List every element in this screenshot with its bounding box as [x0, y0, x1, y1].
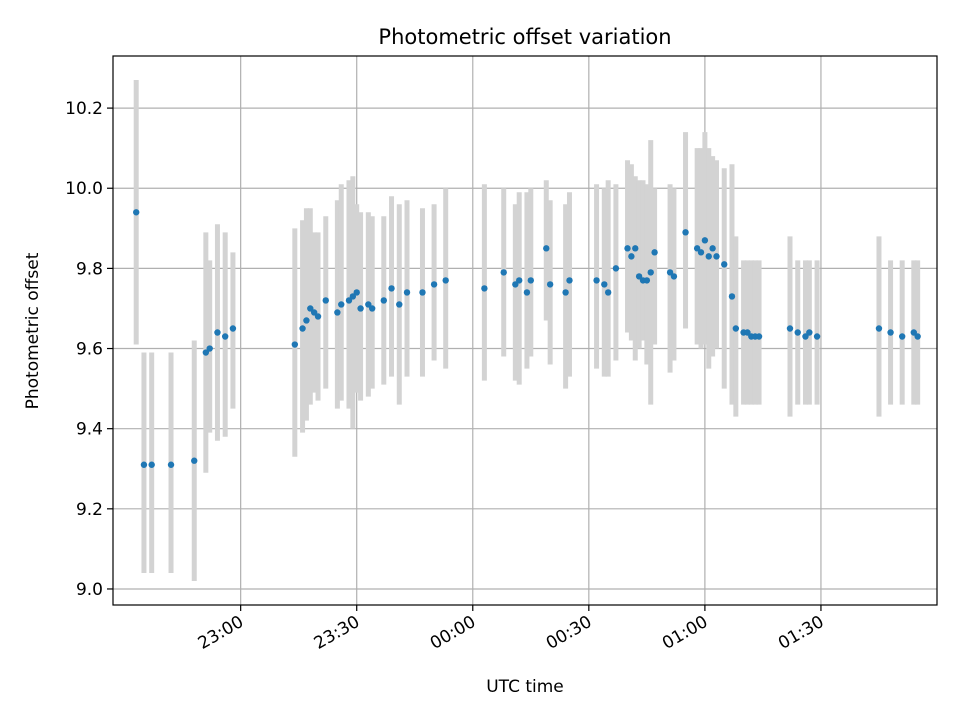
data-point [566, 277, 573, 284]
x-tick-label: 23:30 [311, 612, 363, 654]
error-bars [133, 80, 921, 581]
data-point [345, 297, 353, 304]
data-point [755, 333, 763, 340]
data-point [206, 345, 213, 352]
data-point [910, 329, 917, 336]
data-point [527, 277, 535, 284]
data-point [612, 265, 620, 272]
x-tick-label: 01:00 [659, 612, 711, 654]
data-point [604, 289, 612, 296]
data-point [546, 281, 554, 288]
data-point [140, 461, 148, 468]
data-point [786, 325, 794, 332]
data-point [593, 277, 600, 284]
data-point [794, 329, 801, 336]
data-point [349, 293, 357, 300]
plot-frame [112, 55, 938, 606]
y-axis-ticks: 9.0 9.2 9.4 9.6 9.8 10.0 10.2 [65, 99, 113, 600]
data-point [721, 261, 728, 268]
x-tick-label: 01:30 [775, 612, 827, 654]
data-point [442, 277, 449, 284]
data-point [666, 269, 674, 276]
x-axis-label: UTC time [486, 677, 564, 697]
data-point [334, 309, 341, 316]
data-point [875, 325, 883, 332]
y-axis-label: Photometric offset [23, 252, 43, 409]
data-point [303, 317, 310, 324]
data-point [396, 301, 403, 308]
data-point [628, 253, 635, 260]
data-point [430, 281, 438, 288]
data-point [802, 333, 809, 340]
data-point [643, 277, 651, 284]
data-point [481, 285, 488, 292]
y-tick-label: 9.4 [76, 420, 103, 440]
data-point [697, 249, 705, 256]
data-point [515, 277, 523, 284]
data-point [353, 289, 360, 296]
data-point [133, 209, 140, 216]
x-axis-ticks: 23:00 23:30 00:00 00:30 01:00 01:30 [195, 605, 827, 654]
data-point [167, 461, 175, 468]
data-point [291, 341, 299, 348]
data-point [651, 249, 658, 256]
data-point [713, 253, 720, 260]
data-point [419, 289, 426, 296]
data-points [133, 209, 921, 468]
data-point [887, 329, 894, 336]
data-point [813, 333, 821, 340]
data-point [898, 333, 906, 340]
data-point [307, 305, 314, 312]
data-point [357, 305, 364, 312]
data-point [744, 329, 751, 336]
chart-title: Photometric offset variation [378, 25, 671, 49]
data-point [214, 329, 221, 336]
data-point [500, 269, 507, 276]
y-tick-label: 9.0 [76, 580, 103, 600]
data-point [229, 325, 237, 332]
data-point [365, 301, 372, 308]
y-tick-label: 9.2 [76, 500, 103, 520]
data-point [543, 245, 550, 252]
data-point [403, 289, 411, 296]
data-point [191, 457, 198, 464]
data-point [368, 305, 376, 312]
data-point [806, 329, 813, 336]
data-point [338, 301, 345, 308]
data-point [314, 313, 322, 320]
data-point [701, 237, 709, 244]
data-point [380, 297, 387, 304]
data-point [202, 349, 210, 356]
data-point [299, 325, 306, 332]
y-tick-label: 9.8 [76, 259, 103, 279]
data-point [388, 285, 395, 292]
data-point [635, 273, 643, 280]
data-point [670, 273, 678, 280]
y-tick-label: 10.0 [65, 179, 103, 199]
data-point [647, 269, 654, 276]
data-point [709, 245, 716, 252]
data-point [705, 253, 712, 260]
data-point [221, 333, 229, 340]
y-tick-label: 10.2 [65, 99, 103, 119]
data-point [693, 245, 701, 252]
data-point [562, 289, 569, 296]
data-point [512, 281, 519, 288]
data-point [322, 297, 329, 304]
x-tick-label: 23:00 [195, 612, 247, 654]
x-tick-label: 00:00 [427, 612, 479, 654]
data-point [148, 461, 155, 468]
data-point [523, 289, 531, 296]
x-tick-label: 00:30 [543, 612, 595, 654]
data-point [601, 281, 608, 288]
data-point [732, 325, 740, 332]
data-point [624, 245, 631, 252]
data-point [728, 293, 736, 300]
data-point [632, 245, 639, 252]
data-point [682, 229, 689, 236]
data-point [310, 309, 318, 316]
data-point [914, 333, 921, 340]
y-tick-label: 9.6 [76, 340, 103, 360]
